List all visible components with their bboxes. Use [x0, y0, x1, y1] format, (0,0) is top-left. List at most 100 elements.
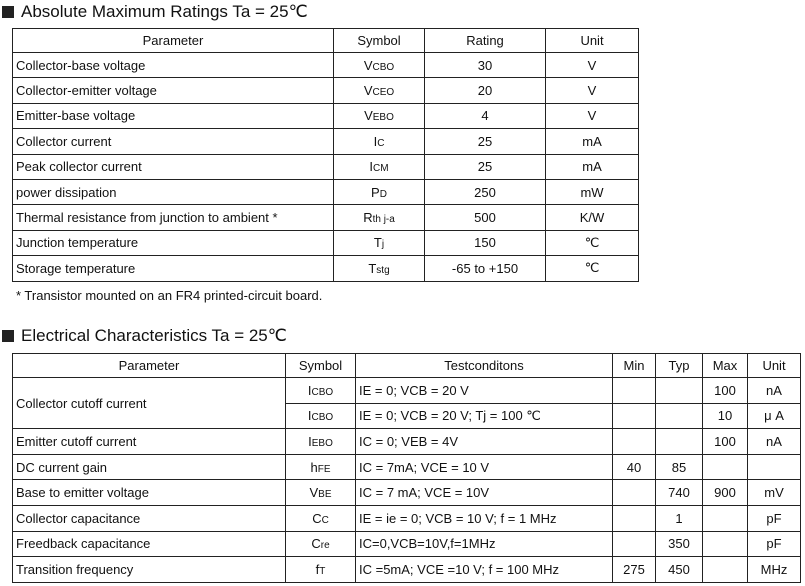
footnote: * Transistor mounted on an FR4 printed-c… [16, 288, 323, 303]
unit-cell: V [545, 77, 639, 104]
column-header: Max [702, 353, 748, 378]
ec-title: Electrical Characteristics Ta = 25℃ [2, 326, 287, 346]
max-cell: 100 [702, 377, 748, 404]
column-header: Parameter [12, 28, 334, 53]
symbol-main: V [363, 57, 373, 73]
symbol-subscript: C [321, 514, 329, 526]
test-condition-cell: IE = 0; VCB = 20 V; Tj = 100 ℃ [355, 402, 613, 430]
symbol-subscript: C [377, 137, 385, 149]
parameter-cell: Collector-emitter voltage [12, 77, 334, 104]
symbol-cell: PD [333, 178, 425, 206]
symbol-main: I [308, 433, 312, 449]
symbol-subscript: EBO [372, 112, 394, 124]
header-row: Parameter Symbol Rating Unit [12, 28, 639, 53]
parameter-cell: Collector capacitance [12, 504, 286, 532]
table-row: Collector current IC 25 mA [12, 128, 639, 155]
symbol-cell: IEBO [285, 428, 356, 455]
symbol-subscript: EBO [311, 437, 333, 449]
symbol-main: I [307, 408, 312, 424]
typ-cell: 350 [655, 530, 703, 558]
table-row: ICBO IE = 0; VCB = 20 V; Tj = 100 ℃ 10 μ A [13, 402, 801, 430]
typ-cell [655, 377, 703, 404]
typ-cell: 85 [655, 453, 703, 481]
test-condition-cell: IC = 7 mA; VCE = 10V [355, 479, 613, 506]
test-condition-cell: IE = 0; VCB = 20 V [355, 377, 613, 404]
column-header: Unit [747, 353, 801, 378]
ec-title-text: Electrical Characteristics Ta = 25℃ [21, 326, 287, 345]
parameter-cell: Freedback capacitance [12, 530, 286, 558]
max-cell [702, 453, 748, 481]
amr-title-text: Absolute Maximum Ratings Ta = 25℃ [21, 2, 308, 21]
table-row: Base to emitter voltage VBE IC = 7 mA; VCE… [12, 479, 801, 506]
symbol-cell: ICBO [285, 377, 356, 404]
symbol-cell: hFE [285, 453, 356, 481]
rating-cell: 250 [424, 178, 546, 206]
rating-cell: 20 [424, 77, 546, 104]
unit-cell: mA [545, 153, 639, 180]
symbol-main: V [364, 108, 373, 124]
column-header: Min [612, 353, 656, 378]
parameter-cell: Collector current [12, 128, 334, 155]
typ-cell: 1 [655, 504, 703, 532]
max-cell [702, 556, 748, 583]
unit-cell: μ A [747, 402, 801, 430]
symbol-cell: CC [285, 504, 356, 532]
unit-cell: pF [747, 530, 801, 558]
parameter-cell: Junction temperature [12, 229, 334, 257]
max-cell [702, 504, 748, 532]
parameter-cell: Collector cutoff current [12, 376, 286, 430]
unit-cell: pF [747, 504, 801, 532]
symbol-subscript: CEO [372, 87, 395, 99]
typ-cell: 740 [655, 479, 703, 506]
bullet-square-icon [2, 6, 14, 18]
symbol-main: I [307, 382, 312, 398]
unit-cell: mV [747, 479, 801, 506]
table-row: power dissipation PD 250 mW [12, 178, 639, 206]
table-row: Thermal resistance from junction to ambi… [12, 204, 639, 231]
parameter-cell: Thermal resistance from junction to ambi… [12, 204, 334, 231]
parameter-cell: Emitter cutoff current [12, 428, 286, 455]
symbol-cell: fT [285, 556, 356, 583]
symbol-subscript: j [381, 239, 385, 251]
min-cell [612, 530, 656, 558]
parameter-cell: Peak collector current [12, 153, 334, 180]
table-row: Peak collector current ICM 25 mA [12, 153, 639, 180]
max-cell: 10 [702, 402, 748, 430]
symbol-cell: Cre [285, 530, 356, 558]
table-row: Transition frequency fT IC =5mA; VCE =10 V… [12, 556, 801, 583]
symbol-cell: Tstg [333, 255, 425, 282]
table-row: Collector-base voltage VCBO 30 V [12, 51, 639, 79]
min-cell: 275 [612, 556, 656, 583]
symbol-subscript: CBO [311, 412, 334, 424]
rating-cell: 500 [424, 204, 546, 231]
rating-cell: 4 [424, 102, 546, 130]
symbol-subscript: BE [318, 489, 332, 501]
test-condition-cell: IE = ie = 0; VCB = 10 V; f = 1 MHz [355, 504, 613, 532]
min-cell [612, 479, 656, 506]
symbol-cell: ICBO [285, 402, 356, 430]
column-header: Parameter [12, 353, 286, 378]
unit-cell: nA [747, 428, 801, 455]
column-header: Testconditons [355, 353, 613, 378]
symbol-subscript: th j-a [372, 214, 395, 226]
unit-cell: K/W [545, 204, 639, 231]
max-cell: 900 [702, 479, 748, 506]
unit-cell: mA [545, 128, 639, 155]
bullet-square-icon [2, 330, 14, 342]
table-row: DC current gain hFE IC = 7mA; VCE = 10 V 40… [12, 453, 801, 481]
symbol-cell: VBE [285, 479, 356, 506]
column-header: Symbol [285, 353, 356, 378]
unit-cell: V [545, 102, 639, 130]
unit-cell: nA [747, 377, 801, 404]
rating-cell: -65 to +150 [424, 255, 546, 282]
column-header: Unit [545, 28, 639, 53]
symbol-main: h [310, 459, 318, 475]
header-row: Parameter Symbol Testconditons Min Typ Max Uni… [12, 353, 801, 378]
min-cell [612, 402, 656, 430]
parameter-cell: Transition frequency [12, 556, 286, 583]
test-condition-cell: IC = 7mA; VCE = 10 V [355, 453, 613, 481]
absolute-max-ratings-table: Parameter Symbol Rating Unit Collector-base … [12, 28, 639, 282]
symbol-subscript: CM [373, 163, 389, 175]
symbol-main: C [311, 536, 321, 552]
rating-cell: 25 [424, 128, 546, 155]
